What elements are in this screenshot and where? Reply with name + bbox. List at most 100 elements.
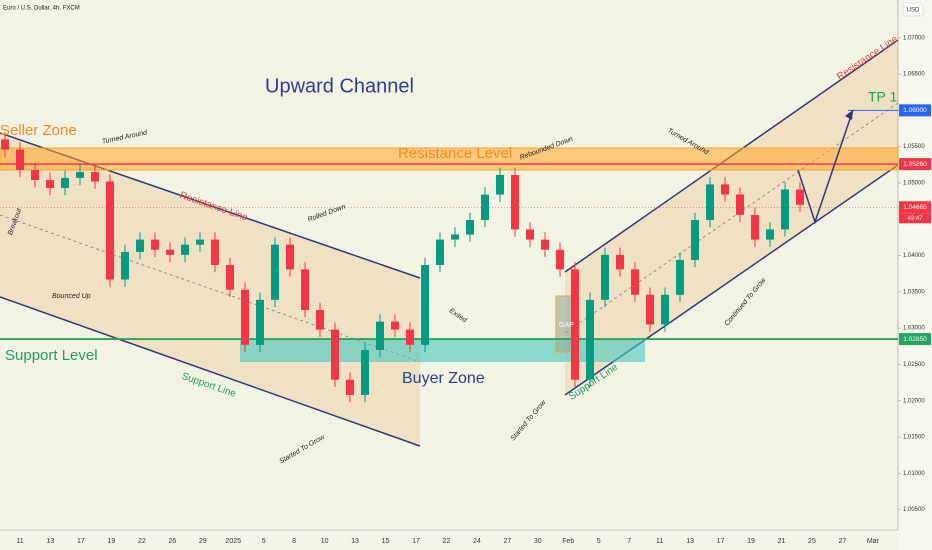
candle-body (466, 219, 474, 235)
annotation: Bounced Up (52, 293, 91, 300)
annotation: GAP (559, 322, 574, 329)
buyer-zone (240, 340, 645, 362)
y-tick-label: 1.01500 (903, 435, 925, 441)
x-tick-label: 27 (503, 538, 511, 545)
candle-body (496, 174, 504, 195)
x-tick-label: 2025 (225, 538, 241, 545)
annotation: Buyer Zone (402, 370, 485, 387)
candle-body (391, 321, 399, 330)
x-tick-label: 11 (656, 538, 663, 545)
candle-body (211, 239, 219, 265)
candle-body (301, 269, 309, 311)
annotation: Resistance Level (398, 145, 512, 162)
price-label-box (899, 104, 931, 117)
candle-body (331, 329, 339, 380)
candle-body (256, 299, 264, 345)
candle-body (106, 181, 114, 280)
candle-body (226, 265, 234, 290)
x-tick-label: 19 (747, 538, 755, 545)
annotation: Seller Zone (0, 122, 77, 139)
candle-body (481, 194, 489, 220)
x-tick-label: 8 (292, 538, 296, 545)
y-tick-label: 1.00500 (903, 507, 925, 513)
chart-title: Euro / U.S. Dollar, 4h, FXCM (3, 6, 80, 12)
candle-body (511, 174, 519, 230)
candle-body (346, 379, 354, 395)
x-tick-label: 10 (321, 538, 329, 545)
arrowhead (845, 110, 853, 120)
candle-body (646, 294, 654, 325)
candle-body (451, 234, 459, 240)
x-tick-label: Mar (867, 538, 880, 545)
y-tick-label: 1.03000 (903, 326, 925, 332)
x-tick-label: 15 (382, 538, 390, 545)
x-tick-label: 5 (597, 538, 601, 545)
candle-body (196, 239, 204, 245)
annotation: TP 1 (868, 89, 898, 105)
candles (1, 132, 804, 403)
y-tick-label: 1.02000 (903, 398, 925, 404)
annotation: Upward Channel (265, 75, 414, 97)
price-label: 1.02850 (903, 336, 927, 343)
x-tick-label: 27 (839, 538, 847, 545)
currency[interactable]: USD (907, 8, 920, 14)
candle-body (436, 239, 444, 265)
x-tick-label: 17 (412, 538, 420, 545)
drawings (0, 39, 899, 447)
price-label: 1.06000 (903, 107, 927, 114)
y-tick-label: 1.05500 (903, 144, 925, 150)
descending-channel (0, 133, 420, 446)
x-tick-label: 17 (717, 538, 725, 545)
countdown-box (899, 213, 931, 224)
candle-body (676, 259, 684, 295)
x-tick-label: Feb (562, 538, 574, 545)
x-tick-label: 11 (16, 538, 23, 545)
x-tick-label: 25 (808, 538, 816, 545)
candle-body (76, 172, 84, 178)
x-tick-label: 17 (77, 538, 85, 545)
plot-background (0, 0, 898, 530)
candle-body (586, 299, 594, 380)
annotation: Support Level (5, 347, 98, 364)
y-tick-label: 1.02500 (903, 362, 925, 368)
x-tick-label: 26 (168, 538, 176, 545)
candle-body (406, 329, 414, 345)
candle-body (706, 184, 714, 220)
price-label-box (899, 158, 931, 171)
x-tick-label: 21 (778, 538, 786, 545)
x-tick-label: 13 (47, 538, 55, 545)
y-tick-label: 1.01000 (903, 471, 925, 477)
x-tick-label: 29 (199, 538, 207, 545)
candle-body (46, 180, 54, 189)
candle-body (166, 249, 174, 255)
candle-body (781, 189, 789, 230)
currency-box[interactable] (902, 2, 924, 17)
candle-body (616, 254, 624, 270)
y-tick-label: 1.07000 (903, 35, 925, 41)
candle-body (16, 149, 24, 170)
candle-body (571, 269, 579, 380)
candle-body (691, 219, 699, 260)
channel-mid (0, 214, 421, 363)
x-tick-label: 5 (262, 538, 266, 545)
candle-body (526, 229, 534, 240)
candle-body (751, 214, 759, 240)
x-tick-label: 19 (107, 538, 115, 545)
x-tick-label: 22 (138, 538, 146, 545)
x-tick-label: 22 (443, 538, 451, 545)
x-tick-label: 24 (473, 538, 481, 545)
candle-body (241, 289, 249, 345)
candle-body (316, 310, 324, 330)
candle-body (61, 177, 69, 189)
projection-arrow (797, 109, 854, 225)
candle-body (1, 139, 9, 150)
candle-body (151, 239, 159, 250)
countdown: 49:47 (907, 216, 923, 222)
candle-body (286, 244, 294, 270)
candle-body (421, 265, 429, 345)
x-tick-label: 13 (686, 538, 694, 545)
price-label: 1.04665 (903, 204, 927, 211)
price-label-box (899, 201, 931, 214)
candle-body (91, 172, 99, 182)
y-tick-label: 1.06500 (903, 72, 925, 78)
